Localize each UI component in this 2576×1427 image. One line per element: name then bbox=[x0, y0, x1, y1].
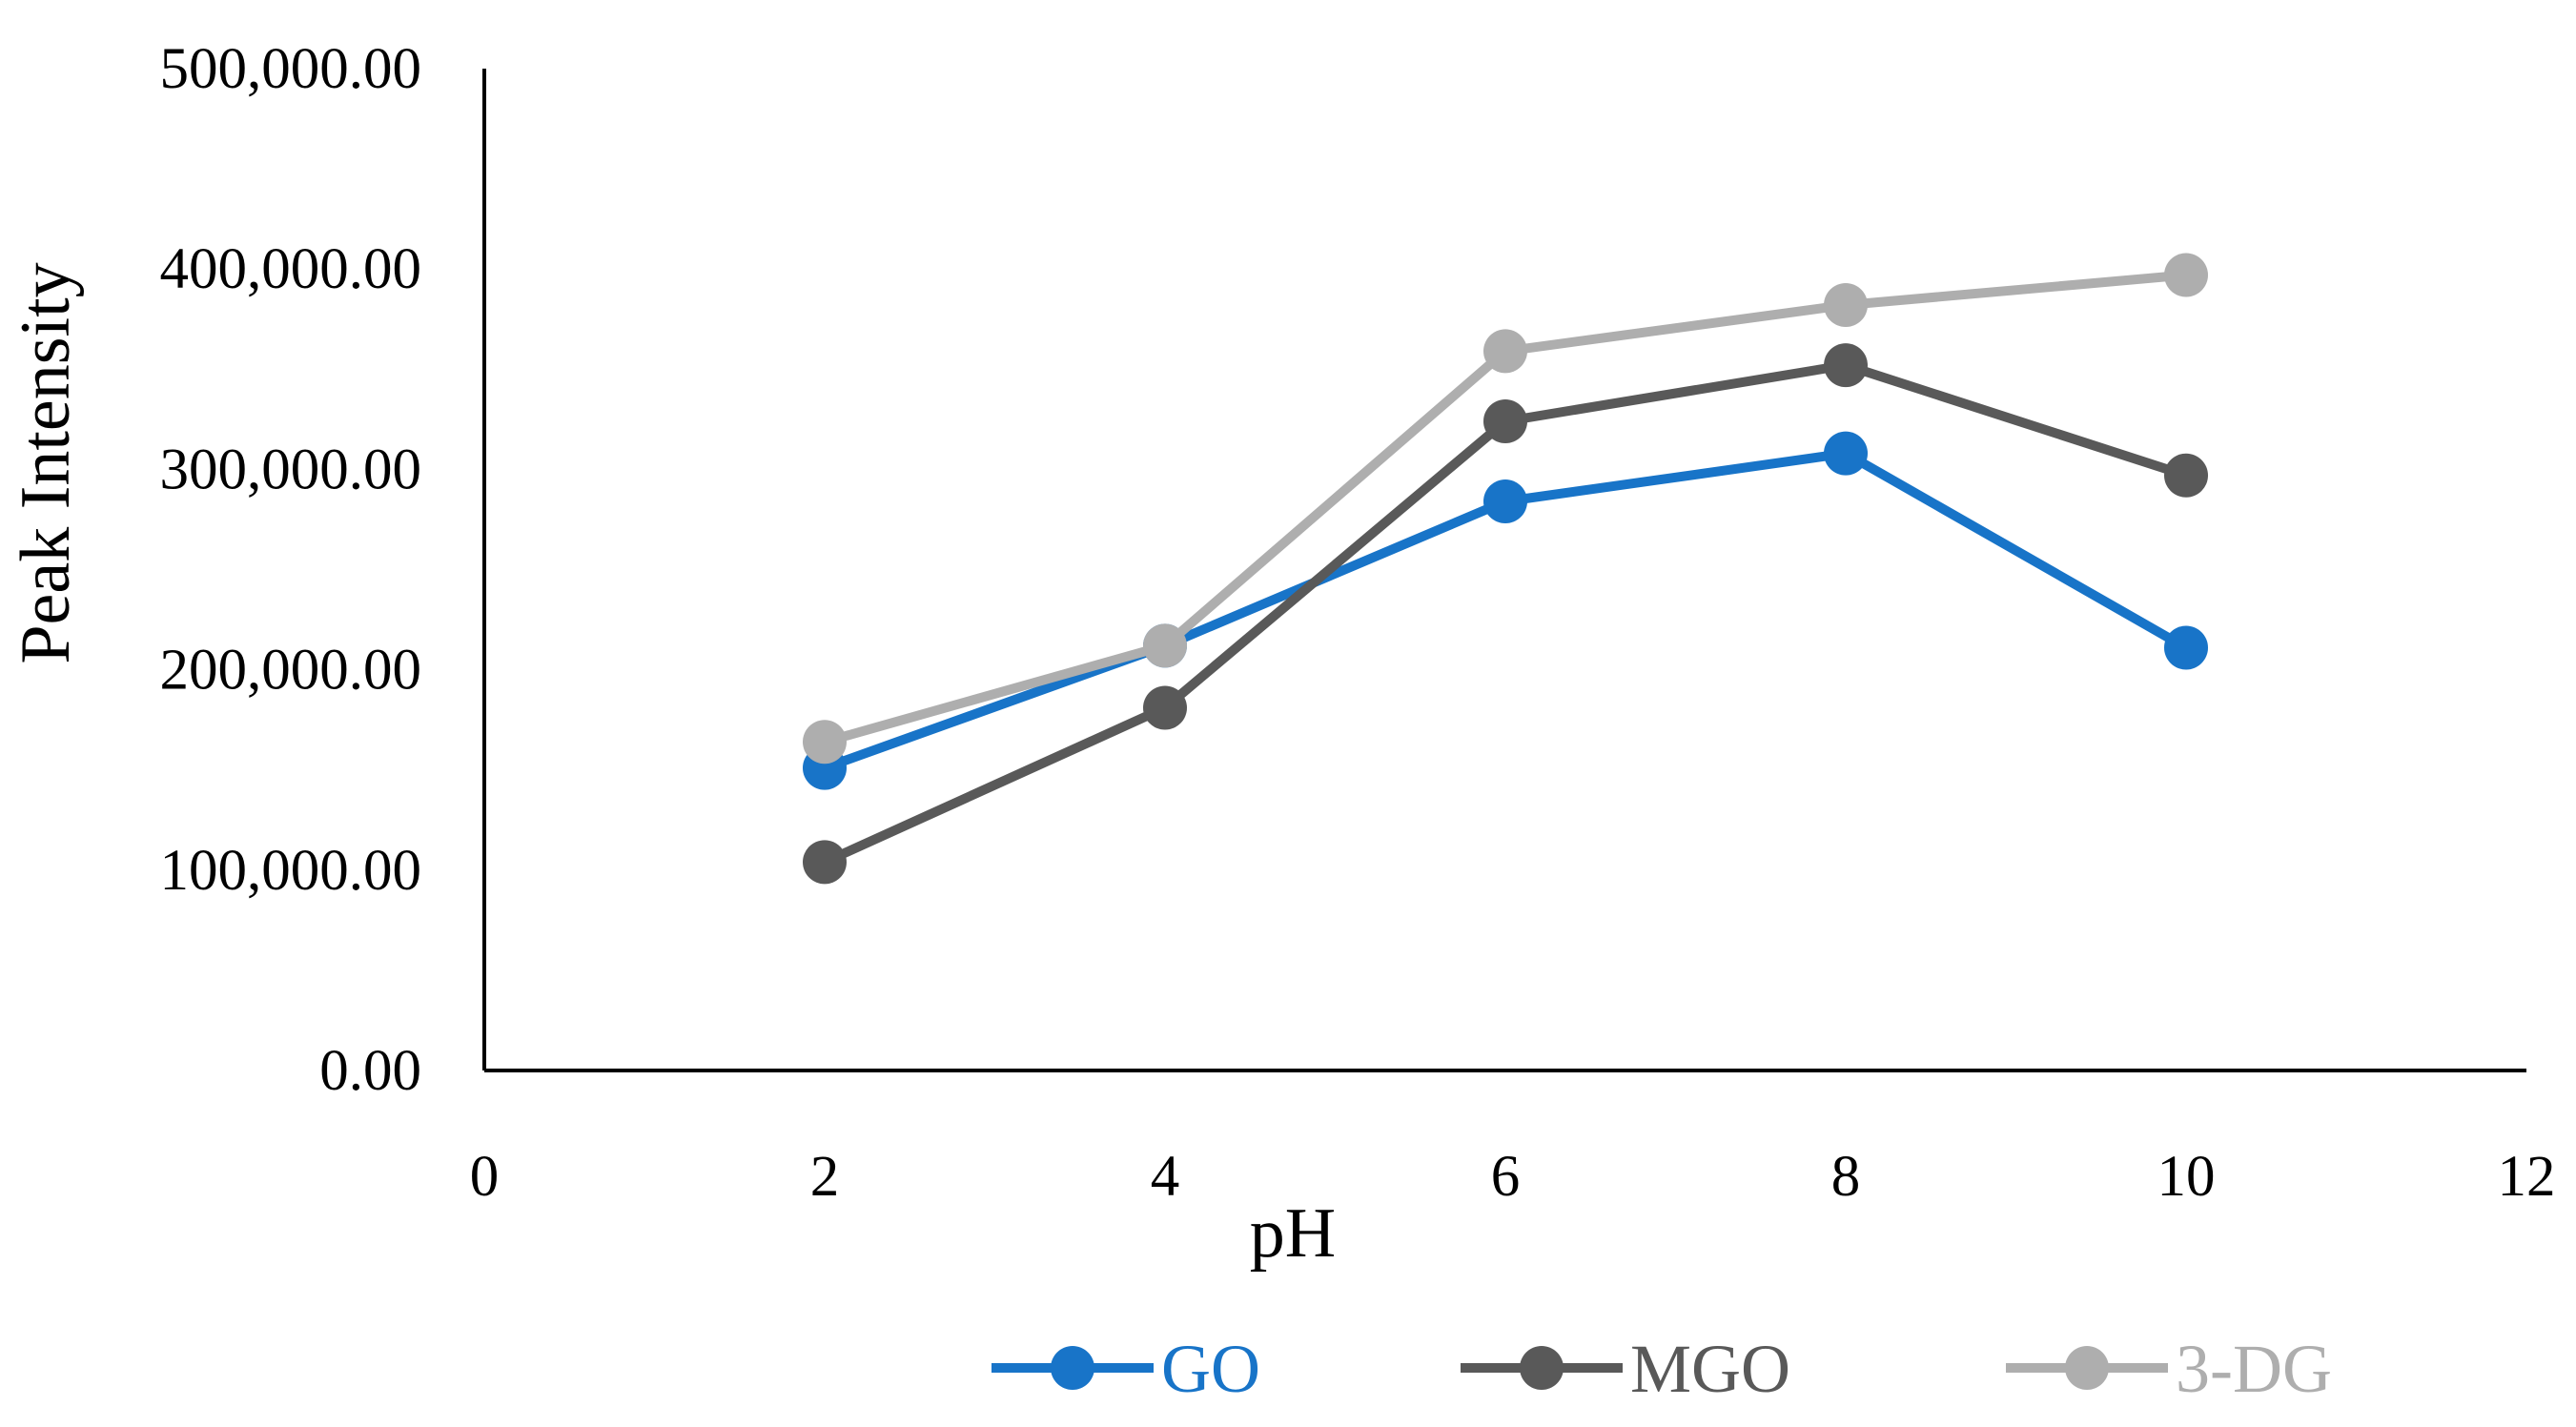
legend-marker bbox=[2065, 1346, 2109, 1390]
x-axis-title: pH bbox=[1250, 1194, 1336, 1273]
x-tick-label: 12 bbox=[2498, 1145, 2556, 1209]
x-tick-label: 8 bbox=[1831, 1145, 1861, 1209]
x-tick-label: 4 bbox=[1151, 1145, 1180, 1209]
data-point-mgo bbox=[1824, 343, 1868, 388]
data-point-3-dg bbox=[1143, 623, 1187, 668]
data-point-go bbox=[1824, 431, 1868, 476]
data-point-mgo bbox=[803, 840, 847, 885]
data-point-mgo bbox=[1143, 685, 1187, 730]
y-tick-label: 0.00 bbox=[319, 1039, 421, 1103]
data-point-3-dg bbox=[2164, 253, 2208, 297]
y-tick-label: 100,000.00 bbox=[160, 839, 422, 903]
y-tick-label: 500,000.00 bbox=[160, 37, 422, 101]
data-point-3-dg bbox=[803, 720, 847, 764]
series-mgo bbox=[803, 343, 2208, 885]
x-tick-label: 10 bbox=[2157, 1145, 2216, 1209]
legend-item-mgo: MGO bbox=[1461, 1331, 1790, 1407]
x-axis-ticks: 0 2 4 6 8 10 12 bbox=[470, 1145, 2556, 1209]
data-point-3-dg bbox=[1483, 329, 1527, 374]
y-axis-ticks: 0.00 100,000.00 200,000.00 300,000.00 400,00… bbox=[160, 37, 422, 1103]
data-point-go bbox=[1483, 479, 1527, 524]
y-axis-title: Peak Intensity bbox=[7, 262, 85, 663]
legend: GO MGO 3-DG bbox=[992, 1331, 2332, 1407]
x-tick-label: 6 bbox=[1491, 1145, 1521, 1209]
data-point-go bbox=[2164, 625, 2208, 670]
data-point-mgo bbox=[1483, 398, 1527, 443]
legend-marker bbox=[1520, 1346, 1564, 1390]
series-go bbox=[803, 431, 2208, 790]
y-tick-label: 200,000.00 bbox=[160, 639, 422, 703]
x-tick-label: 0 bbox=[470, 1145, 500, 1209]
x-tick-label: 2 bbox=[810, 1145, 840, 1209]
series-group bbox=[803, 253, 2208, 885]
series-3-dg bbox=[803, 253, 2208, 764]
data-point-mgo bbox=[2164, 453, 2208, 498]
legend-label: 3-DG bbox=[2176, 1331, 2332, 1407]
legend-label: GO bbox=[1161, 1331, 1260, 1407]
y-tick-label: 400,000.00 bbox=[160, 237, 422, 301]
legend-marker bbox=[1051, 1346, 1094, 1390]
legend-label: MGO bbox=[1630, 1331, 1790, 1407]
legend-item-go: GO bbox=[992, 1331, 1260, 1407]
legend-item-3-dg: 3-DG bbox=[2006, 1331, 2332, 1407]
y-tick-label: 300,000.00 bbox=[160, 438, 422, 501]
data-point-3-dg bbox=[1824, 283, 1868, 328]
